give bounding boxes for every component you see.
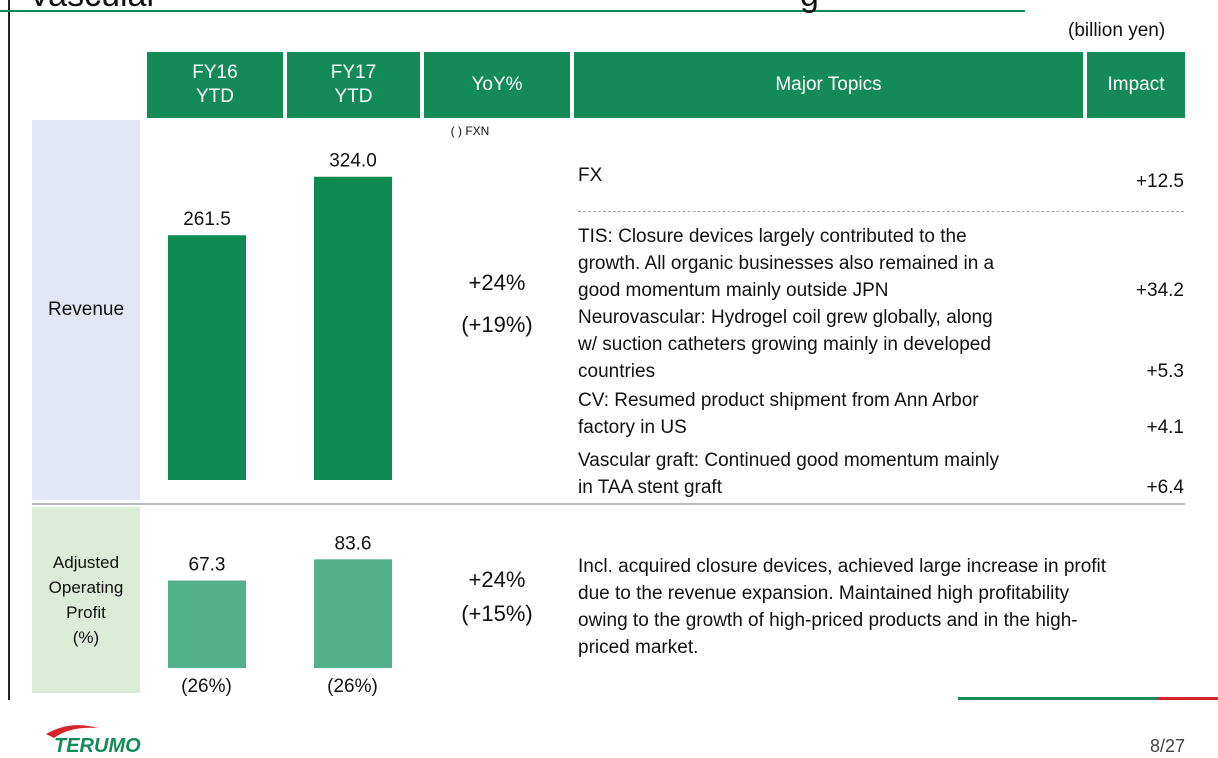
header-cell: FY16 YTD — [147, 52, 283, 118]
logo: TERUMO — [46, 725, 141, 756]
yoy: +24% — [468, 567, 526, 592]
profit-line: Incl. acquired closure devices, achieved… — [578, 556, 1107, 577]
yoy: +24% — [468, 270, 526, 295]
topic-line: TIS: Closure devices largely contributed… — [578, 226, 967, 247]
profit-line: due to the revenue expansion. Maintained… — [578, 583, 1070, 604]
bar — [168, 235, 246, 480]
topic: Neurovascular: Hydrogel coil grew global… — [578, 304, 1184, 385]
impact: +5.3 — [1146, 361, 1184, 382]
bar-label: 83.6 — [335, 533, 372, 554]
profit-line: priced market. — [578, 637, 699, 658]
margin: (26%) — [327, 676, 378, 697]
impact: +4.1 — [1146, 417, 1184, 438]
footer-rule — [958, 697, 1158, 700]
logo-text: TERUMO — [54, 735, 141, 756]
title: Vascular — [28, 0, 158, 15]
topic-line: Vascular graft: Continued good momentum … — [578, 450, 1000, 471]
header-cell: FY17 YTD — [287, 52, 420, 118]
profit-text: Incl. acquired closure devices, achieved… — [578, 553, 1106, 661]
bar-label: 324.0 — [329, 151, 377, 172]
title-fragment: g — [800, 0, 819, 15]
profit-line: owing to the growth of high-priced produ… — [578, 610, 1078, 631]
topic-line: countries — [578, 361, 656, 382]
left-border — [8, 0, 10, 700]
dashed-divider — [578, 211, 1184, 212]
header-cell: YoY% — [424, 52, 570, 118]
topic-line: growth. All organic businesses also rema… — [578, 253, 995, 274]
topic-text: Vascular graft: Continued good momentum … — [578, 447, 999, 501]
logo-swoosh — [46, 725, 98, 738]
yoy-fxn: (+15%) — [461, 601, 533, 626]
header-cell: Impact — [1087, 52, 1185, 118]
yoy-fxn: (+19%) — [461, 312, 533, 337]
fxn-note: ( ) FXN — [450, 124, 490, 138]
topic-line: FX — [578, 165, 603, 186]
topic: FX +12.5 — [578, 162, 1184, 192]
row-divider — [32, 503, 1185, 505]
bar — [168, 580, 246, 668]
topic-line: factory in US — [578, 417, 687, 438]
topic-text: Neurovascular: Hydrogel coil grew global… — [578, 304, 993, 385]
topic-line: good momentum mainly outside JPN — [578, 280, 889, 301]
footer-rule — [1158, 697, 1218, 700]
title-rule — [0, 10, 1025, 12]
topic: TIS: Closure devices largely contributed… — [578, 223, 1184, 304]
topic-line: Neurovascular: Hydrogel coil grew global… — [578, 307, 993, 328]
impact: +6.4 — [1146, 477, 1184, 498]
bar-label: 261.5 — [183, 209, 231, 230]
page-number: 8/27 — [1150, 736, 1186, 756]
bar-label: 67.3 — [189, 555, 226, 576]
topic-text: CV: Resumed product shipment from Ann Ar… — [578, 387, 979, 441]
impact: +12.5 — [1135, 171, 1184, 192]
bar — [314, 559, 392, 668]
topic-line: CV: Resumed product shipment from Ann Ar… — [578, 390, 979, 411]
topic-line: in TAA stent graft — [578, 477, 722, 498]
bar — [314, 176, 392, 480]
topic: CV: Resumed product shipment from Ann Ar… — [578, 387, 1184, 441]
row-label: Adjusted Operating Profit (%) — [32, 507, 140, 693]
header-cell: Major Topics — [574, 52, 1083, 118]
topic: Vascular graft: Continued good momentum … — [578, 447, 1184, 501]
margin: (26%) — [181, 676, 232, 697]
impact: +34.2 — [1135, 280, 1184, 301]
unit: (billion yen) — [1068, 20, 1166, 41]
topic-line: w/ suction catheters growing mainly in d… — [578, 334, 991, 355]
topic-text: TIS: Closure devices largely contributed… — [578, 223, 994, 304]
row-label: Revenue — [32, 120, 140, 500]
topic-text: FX — [578, 162, 602, 189]
